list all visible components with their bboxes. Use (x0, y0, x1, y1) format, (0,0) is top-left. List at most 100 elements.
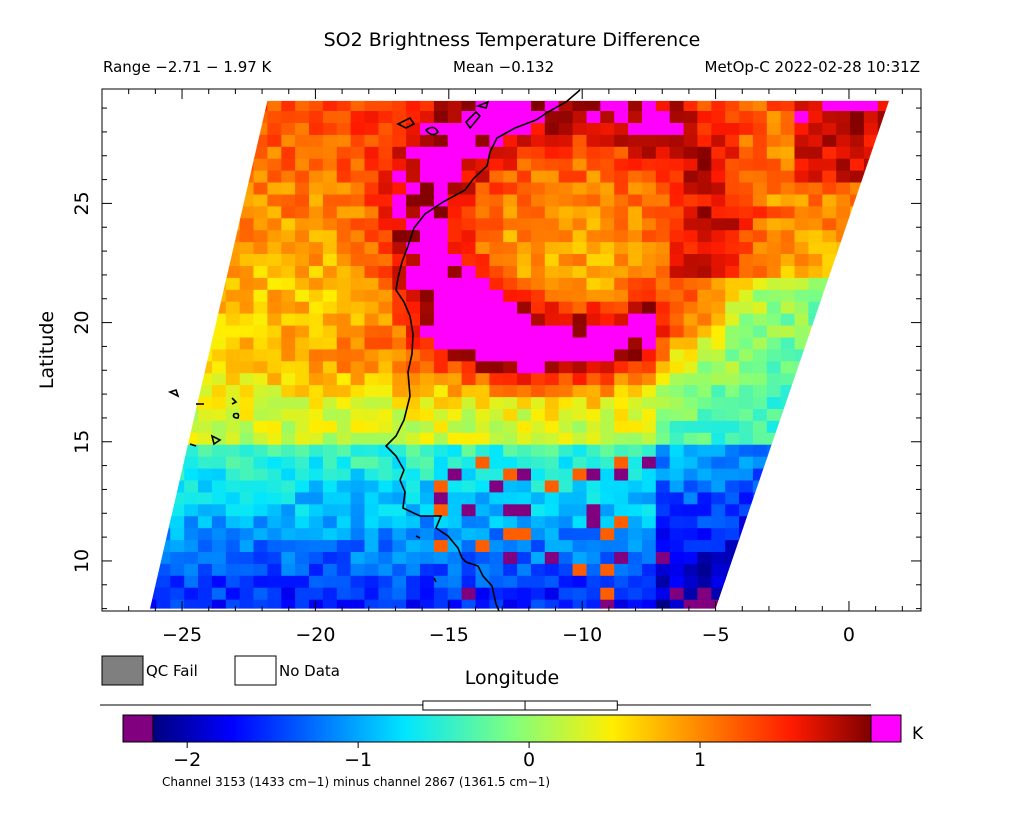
heatmap-cell (808, 599, 823, 609)
heatmap-cell (170, 193, 185, 207)
heatmap-cell (808, 325, 823, 338)
heatmap-cell (697, 348, 712, 362)
heatmap-cell (614, 122, 629, 135)
heatmap-cell (322, 456, 338, 469)
heatmap-cell (239, 182, 255, 195)
heatmap-cell (614, 575, 629, 588)
heatmap-cell (822, 182, 837, 195)
heatmap-cell (503, 100, 518, 111)
heatmap-cell (739, 551, 754, 564)
heatmap-cell (697, 575, 712, 588)
heatmap-cell (655, 182, 671, 195)
heatmap-cell (184, 170, 199, 183)
heatmap-cell (850, 325, 865, 338)
heatmap-cell (295, 408, 310, 421)
heatmap-cell (766, 325, 782, 338)
heatmap-cell (683, 575, 699, 588)
heatmap-cell (725, 170, 740, 183)
heatmap-cell (628, 444, 643, 457)
heatmap-cell (572, 468, 588, 481)
heatmap-cell (863, 253, 879, 266)
heatmap-cell (392, 146, 407, 159)
heatmap-cell (808, 396, 823, 409)
heatmap-cell (794, 396, 809, 409)
heatmap-cell (863, 575, 879, 588)
heatmap-cell (752, 420, 768, 433)
heatmap-cell (739, 336, 754, 350)
heatmap-cell (628, 158, 643, 171)
heatmap-cell (780, 336, 796, 350)
heatmap-cell (794, 134, 809, 147)
heatmap-cell (669, 301, 685, 314)
heatmap-cell (517, 217, 532, 231)
heatmap-cell (822, 193, 837, 207)
heatmap-cell (863, 217, 879, 231)
heatmap-cell (766, 170, 782, 183)
heatmap-cell (752, 563, 768, 576)
heatmap-cell (544, 253, 560, 266)
heatmap-cell (364, 313, 379, 326)
heatmap-cell (877, 527, 889, 541)
heatmap-cell (752, 253, 768, 266)
heatmap-cell (295, 301, 310, 314)
heatmap-cell (211, 241, 227, 254)
heatmap-cell (295, 241, 310, 254)
heatmap-cell (628, 336, 643, 350)
heatmap-cell (129, 230, 144, 243)
heatmap-cell (406, 313, 421, 326)
heatmap-cell (725, 599, 740, 609)
heatmap-cell (877, 396, 889, 409)
heatmap-cell (906, 599, 921, 612)
heatmap-cell (558, 444, 574, 457)
heatmap-cell (461, 372, 477, 386)
heatmap-cell (531, 491, 546, 505)
heatmap-cell (156, 372, 171, 386)
heatmap-cell (225, 575, 241, 588)
heatmap-cell (863, 372, 879, 386)
heatmap-cell (877, 289, 889, 302)
heatmap-cell (600, 253, 615, 266)
heatmap-cell (267, 158, 282, 171)
heatmap-cell (628, 503, 643, 517)
heatmap-cell (225, 360, 241, 374)
heatmap-cell (350, 420, 366, 433)
heatmap-cell (239, 253, 255, 266)
heatmap-cell (475, 122, 490, 135)
heatmap-cell (198, 301, 213, 314)
heatmap-cell (822, 432, 837, 445)
heatmap-cell (350, 384, 366, 398)
heatmap-cell (836, 289, 851, 302)
heatmap-cell (614, 372, 629, 386)
heatmap-cell (752, 277, 768, 290)
heatmap-cell (683, 384, 699, 398)
heatmap-cell (295, 456, 310, 469)
heatmap-cell (739, 110, 754, 123)
heatmap-cell (406, 444, 421, 457)
heatmap-cell (406, 336, 421, 350)
heatmap-cell (170, 539, 185, 552)
heatmap-cell (628, 146, 643, 159)
heatmap-cell (156, 87, 171, 100)
heatmap-cell (572, 100, 588, 111)
heatmap-cell (239, 289, 255, 302)
heatmap-cell (822, 563, 837, 576)
heatmap-cell (225, 253, 241, 266)
heatmap-cell (669, 193, 685, 207)
heatmap-cell (198, 100, 213, 111)
heatmap-cell (531, 217, 546, 231)
heatmap-cell (600, 265, 615, 278)
heatmap-cell (614, 217, 629, 231)
heatmap-cell (420, 563, 435, 576)
heatmap-cell (406, 193, 421, 207)
heatmap-cell (808, 491, 823, 505)
heatmap-cell (211, 479, 227, 493)
heatmap-cell (295, 87, 310, 100)
heatmap-cell (614, 301, 629, 314)
heatmap-cell (211, 325, 227, 338)
heatmap-cell (544, 575, 560, 588)
heatmap-cell (447, 360, 463, 374)
heatmap-cell (822, 527, 837, 541)
heatmap-cell (336, 336, 352, 350)
heatmap-cell (573, 87, 588, 100)
heatmap-cell (572, 491, 588, 505)
